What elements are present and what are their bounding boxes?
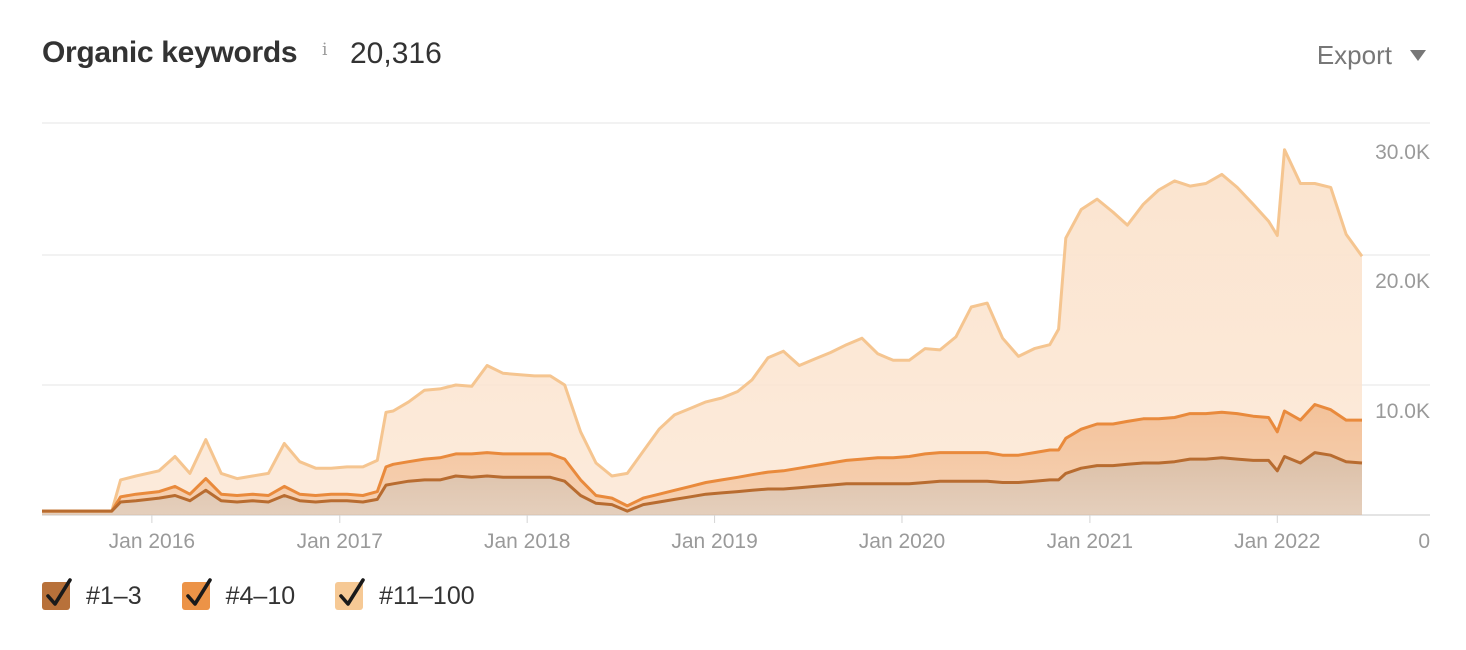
info-icon[interactable]: i bbox=[322, 40, 328, 60]
y-tick-label: 0 bbox=[1418, 530, 1430, 553]
organic-keywords-chart: Jan 2016 Jan 2017 Jan 2018 Jan 2019 Jan 2020… bbox=[42, 122, 1430, 553]
x-tick-label: Jan 2018 bbox=[484, 530, 570, 553]
x-tick-label: Jan 2019 bbox=[671, 530, 757, 553]
export-button[interactable]: Export bbox=[1317, 38, 1426, 72]
x-tick-label: Jan 2017 bbox=[297, 530, 383, 553]
checkbox-checked-icon[interactable] bbox=[181, 578, 212, 610]
legend-label: #4–10 bbox=[225, 581, 296, 610]
checkmark-icon bbox=[339, 578, 365, 606]
y-tick-label: 20.0K bbox=[1375, 270, 1430, 293]
series-11-100-line bbox=[42, 148, 1364, 513]
checkbox-checked-icon[interactable] bbox=[335, 578, 365, 610]
keyword-total: 20,316 bbox=[350, 37, 442, 70]
chart-header: Organic keywords i 20,316 Export bbox=[0, 0, 1466, 110]
export-label: Export bbox=[1316, 39, 1392, 70]
x-tick-label: Jan 2020 bbox=[859, 530, 945, 553]
checkbox-checked-icon[interactable] bbox=[42, 578, 72, 610]
caret-down-icon bbox=[1410, 49, 1426, 61]
y-tick-label: 10.0K bbox=[1375, 400, 1430, 423]
y-tick-label: 30.0K bbox=[1375, 141, 1430, 164]
series-1-3-area bbox=[42, 452, 1362, 515]
legend-item[interactable]: #1–3 bbox=[42, 578, 142, 611]
legend-item[interactable]: #4–10 bbox=[181, 578, 296, 611]
checkmark-icon bbox=[46, 578, 72, 606]
checkmark-icon bbox=[185, 578, 212, 606]
legend-item[interactable]: #11–100 bbox=[335, 578, 475, 611]
legend-label: #11–100 bbox=[379, 581, 475, 610]
x-tick-label: Jan 2022 bbox=[1234, 530, 1320, 553]
series-11-100-area bbox=[42, 149, 1362, 512]
series-1-3-line bbox=[42, 451, 1363, 513]
x-tick-label: Jan 2021 bbox=[1047, 530, 1133, 553]
series-4-10-line bbox=[42, 403, 1362, 513]
x-tick-label: Jan 2016 bbox=[109, 530, 195, 553]
chart-legend: #1–3 #4–10 #11–100 bbox=[42, 578, 515, 614]
series-4-10-area bbox=[42, 404, 1362, 512]
chart-title: Organic keywords bbox=[42, 36, 298, 69]
legend-label: #1–3 bbox=[86, 581, 142, 610]
